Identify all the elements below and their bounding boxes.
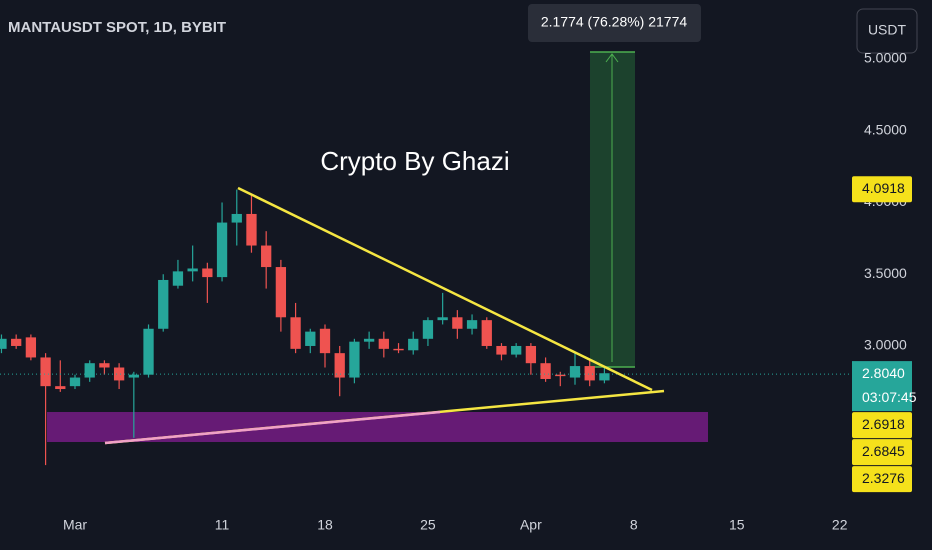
candle-body — [363, 338, 375, 342]
candle-body — [334, 353, 345, 378]
candle-body — [305, 331, 316, 346]
candle-body — [422, 320, 434, 339]
candle-body — [128, 374, 139, 378]
candle-body — [187, 268, 198, 272]
candle-body — [40, 357, 51, 387]
candle-body — [555, 374, 566, 377]
candle-body — [11, 338, 22, 346]
candle-body — [216, 222, 228, 278]
x-tick-label: 8 — [630, 517, 638, 533]
y-tick-label: 3.0000 — [864, 337, 907, 353]
candle-body — [569, 366, 581, 378]
x-tick-label: 15 — [729, 517, 745, 533]
x-tick-label: Apr — [520, 517, 542, 533]
price-label-box — [852, 439, 912, 466]
currency-button[interactable] — [856, 8, 918, 54]
candle-body — [172, 271, 184, 286]
measure-box — [528, 4, 701, 42]
candle-body — [319, 328, 331, 354]
x-tick-label: 25 — [420, 517, 436, 533]
y-tick-label: 5.0000 — [864, 50, 907, 66]
current-price-box — [852, 361, 912, 412]
candle-body — [290, 317, 301, 349]
candle-body — [496, 345, 507, 355]
candle-body — [393, 348, 404, 351]
candle-body — [261, 245, 272, 268]
candle-body — [584, 366, 595, 381]
candle-body — [275, 267, 287, 318]
candle-body — [143, 328, 154, 375]
candle-body — [481, 320, 492, 346]
chart-title: MANTAUSDT SPOT, 1D, BYBIT — [8, 19, 226, 36]
x-tick-label: 22 — [832, 517, 848, 533]
candle-body — [0, 338, 7, 349]
candle-body — [25, 337, 37, 358]
y-tick-label: 4.5000 — [864, 121, 907, 137]
currency-label[interactable]: USDT — [868, 22, 907, 38]
candle-body — [349, 341, 360, 378]
price-label: 4.0918 — [862, 180, 905, 196]
candle-body — [231, 213, 242, 223]
candle-body — [378, 338, 389, 349]
current-price-label: 2.8040 — [862, 365, 905, 381]
candles — [0, 189, 850, 466]
candle-body — [525, 345, 537, 364]
price-label: 2.6845 — [862, 443, 905, 459]
annotation: Crypto By Ghazi — [320, 146, 509, 176]
candle-body — [511, 345, 522, 355]
candle-body — [246, 213, 257, 246]
candle-body — [202, 268, 213, 278]
price-label-box — [852, 176, 912, 203]
price-label-box — [852, 412, 912, 439]
upper-trendline — [237, 186, 653, 392]
candle-body — [69, 377, 81, 387]
candle-body — [84, 363, 95, 378]
candle-body — [99, 363, 110, 368]
candle-body — [55, 386, 66, 390]
trend-lines — [104, 186, 665, 445]
price-label: 2.3276 — [862, 470, 905, 486]
lower-trendline-zone — [104, 410, 441, 445]
y-tick-label: 3.5000 — [864, 265, 907, 281]
candle-body — [408, 338, 419, 351]
target-arrow-head — [605, 53, 619, 63]
price-label: 2.6918 — [862, 416, 905, 432]
candle-body — [466, 320, 478, 329]
measure-label: 2.1774 (76.28%) 21774 — [541, 14, 688, 30]
x-tick-label: Mar — [63, 517, 87, 533]
candle-body — [158, 279, 169, 329]
candle-body — [452, 317, 463, 329]
candle-body — [113, 367, 125, 381]
x-tick-label: 11 — [215, 517, 230, 533]
candle-body — [540, 363, 551, 379]
candle-body — [599, 373, 610, 381]
countdown-label: 03:07:45 — [862, 389, 917, 405]
candle-body — [437, 317, 448, 321]
price-label-box — [852, 466, 912, 493]
x-tick-label: 18 — [317, 517, 333, 533]
